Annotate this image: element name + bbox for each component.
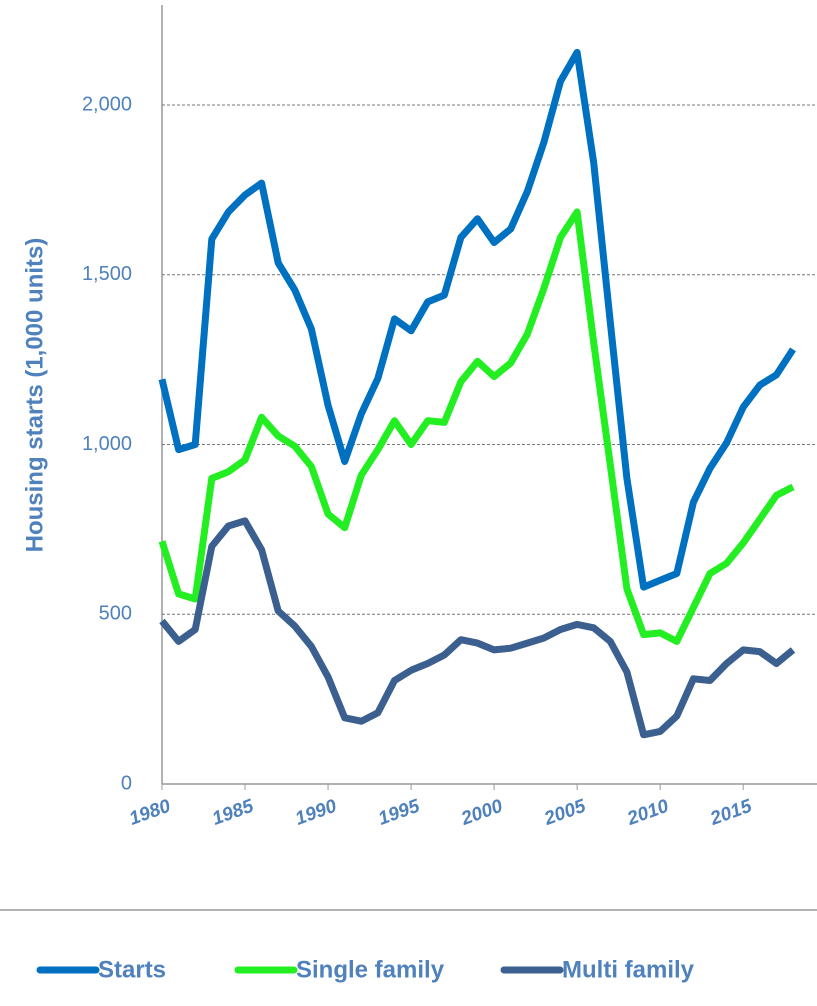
x-tick-label: 1985: [210, 796, 257, 830]
y-tick-label: 2,000: [82, 93, 132, 115]
series-line: [158, 48, 796, 591]
y-tick-label: 0: [121, 772, 132, 794]
y-axis-label: Housing starts (1,000 units): [21, 238, 48, 553]
y-tick-label: 1,500: [82, 263, 132, 285]
x-tick-label: 2005: [541, 796, 589, 831]
x-tick-label: 2010: [624, 796, 672, 831]
legend-label: Single family: [296, 956, 445, 983]
series-line: [159, 517, 796, 739]
x-tick-label: 1990: [293, 796, 340, 830]
y-tick-label: 500: [99, 603, 132, 625]
x-tick-label: 2015: [707, 796, 755, 831]
legend-label: Multi family: [562, 956, 695, 983]
x-tick-label: 1995: [376, 796, 423, 830]
series-line: [158, 208, 795, 645]
x-tick-label: 1980: [127, 796, 174, 830]
x-tick-label: 2000: [458, 796, 506, 831]
legend-label: Starts: [98, 956, 166, 983]
y-tick-label: 1,000: [82, 433, 132, 455]
